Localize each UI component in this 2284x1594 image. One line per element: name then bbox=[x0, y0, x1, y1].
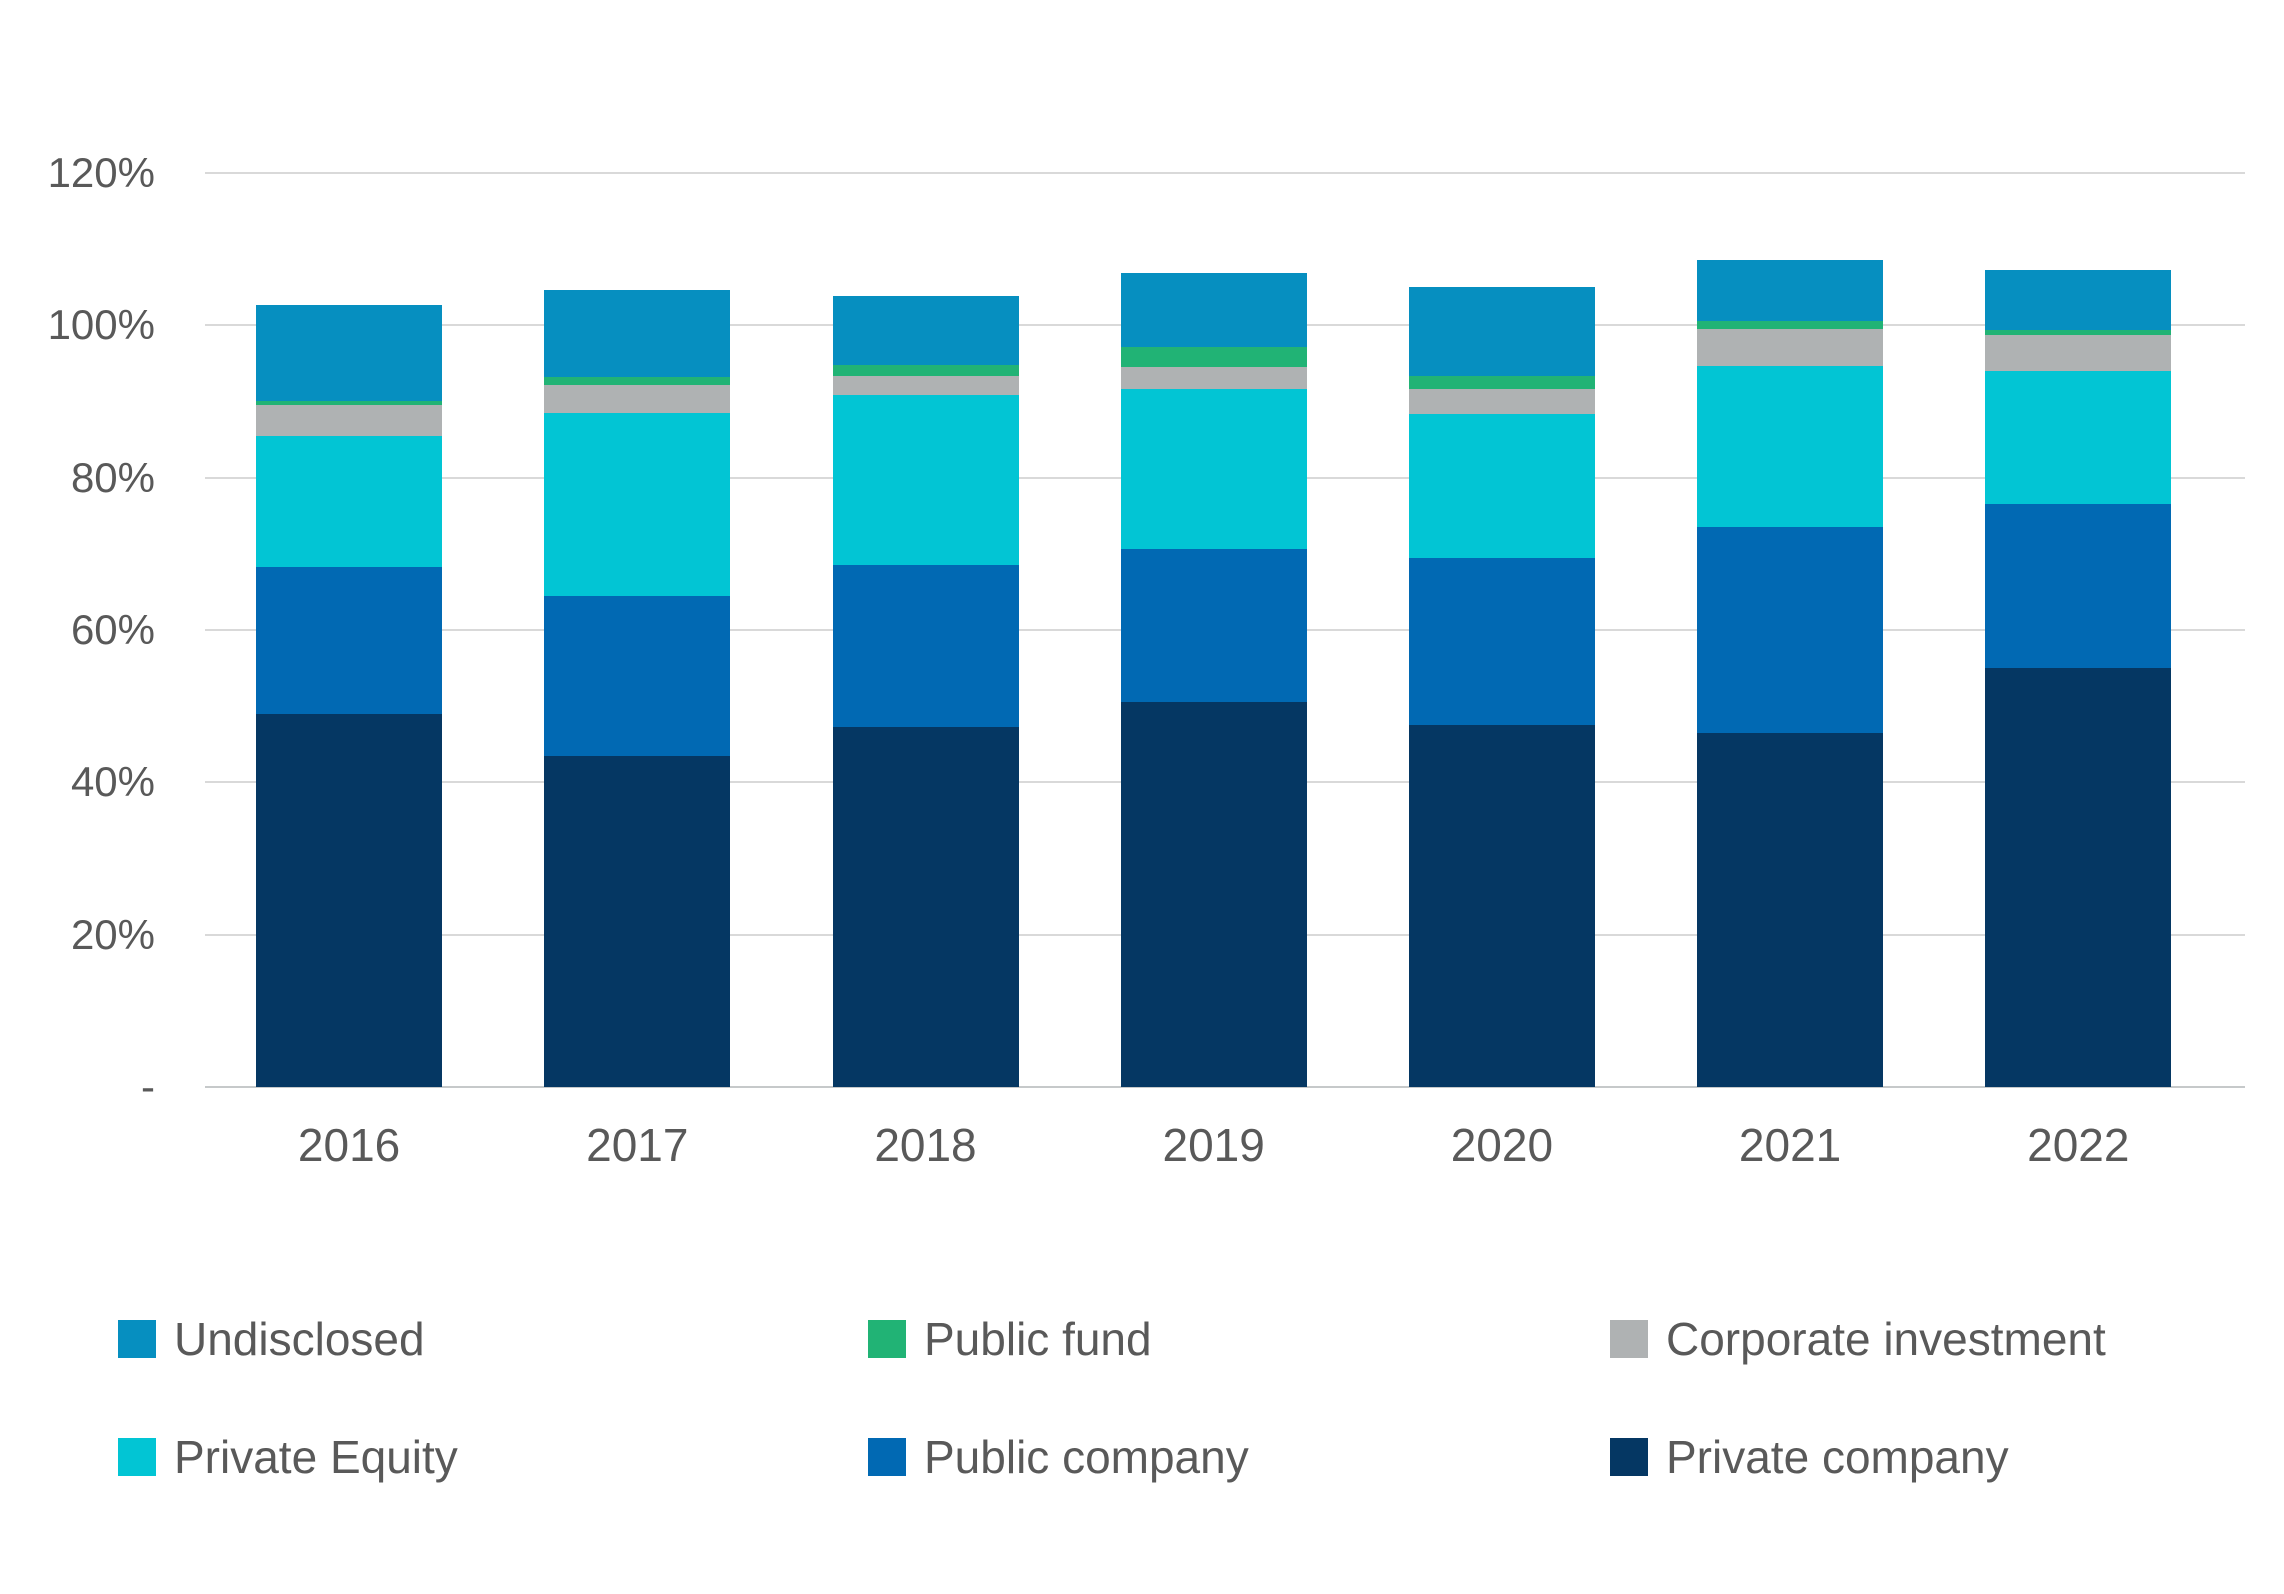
bar-segment-corporate-investment bbox=[1697, 329, 1884, 366]
legend-swatch-private-equity bbox=[118, 1438, 156, 1476]
bar-segment-private-equity bbox=[1697, 365, 1884, 528]
legend-label: Corporate investment bbox=[1666, 1313, 2106, 1365]
legend-item-undisclosed: Undisclosed bbox=[118, 1312, 425, 1366]
gridline bbox=[205, 172, 2245, 174]
bar-segment-corporate-investment bbox=[1985, 334, 2172, 372]
bar-segment-public-company bbox=[256, 566, 443, 714]
bar-segment-public-fund bbox=[1120, 347, 1307, 368]
bar-segment-corporate-investment bbox=[1408, 388, 1595, 415]
bar-segment-private-company bbox=[544, 755, 731, 1087]
bar-segment-public-fund bbox=[832, 364, 1019, 377]
bar-segment-undisclosed bbox=[1408, 286, 1595, 377]
bar-segment-undisclosed bbox=[1985, 269, 2172, 330]
legend-swatch-public-company bbox=[868, 1438, 906, 1476]
legend-label: Undisclosed bbox=[174, 1313, 425, 1365]
bar-segment-private-company bbox=[256, 713, 443, 1087]
x-axis-label-2021: 2021 bbox=[1738, 1119, 1842, 1171]
bar-2020 bbox=[1408, 286, 1595, 1087]
bar-2016 bbox=[256, 304, 443, 1087]
x-axis-label-2020: 2020 bbox=[1450, 1119, 1554, 1171]
bar-segment-public-company bbox=[1408, 557, 1595, 726]
bar-segment-private-equity bbox=[256, 435, 443, 567]
bar-segment-undisclosed bbox=[544, 289, 731, 378]
y-tick-label: 80% bbox=[70, 453, 155, 501]
bar-segment-private-company bbox=[1120, 701, 1307, 1087]
y-tick-label: 120% bbox=[47, 149, 155, 196]
y-tick-label: 20% bbox=[70, 910, 155, 958]
bar-segment-undisclosed bbox=[1120, 272, 1307, 348]
bar-segment-corporate-investment bbox=[1120, 367, 1307, 389]
bar-segment-public-fund bbox=[1985, 329, 2172, 335]
bar-segment-private-equity bbox=[1120, 388, 1307, 549]
legend-label: Private company bbox=[1666, 1431, 2009, 1483]
legend-label: Public fund bbox=[924, 1313, 1152, 1365]
legend-item-private-equity: Private Equity bbox=[118, 1430, 458, 1484]
legend-item-public-company: Public company bbox=[868, 1430, 1249, 1484]
bar-segment-private-company bbox=[1697, 732, 1884, 1087]
y-tick-label: - bbox=[141, 1063, 155, 1110]
bar-segment-public-company bbox=[832, 565, 1019, 727]
plot-area bbox=[205, 172, 2245, 1088]
legend-label: Public company bbox=[924, 1431, 1249, 1483]
x-axis-label-2019: 2019 bbox=[1162, 1119, 1265, 1171]
bar-segment-corporate-investment bbox=[256, 405, 443, 436]
y-tick-label: 60% bbox=[70, 606, 155, 653]
bar-segment-private-equity bbox=[1408, 414, 1595, 558]
bar-segment-private-company bbox=[1408, 725, 1595, 1087]
bar-segment-public-company bbox=[1985, 504, 2172, 669]
bar-2022 bbox=[1985, 269, 2172, 1087]
legend-swatch-undisclosed bbox=[118, 1320, 156, 1358]
bar-segment-private-equity bbox=[544, 412, 731, 596]
legend-label: Private Equity bbox=[174, 1431, 458, 1483]
legend-item-private-company: Private company bbox=[1610, 1430, 2009, 1484]
bar-segment-public-company bbox=[544, 595, 731, 756]
bar-2021 bbox=[1697, 259, 1884, 1087]
bar-segment-public-fund bbox=[1697, 320, 1884, 330]
bar-segment-private-company bbox=[1985, 668, 2172, 1087]
bar-segment-public-fund bbox=[544, 377, 731, 385]
x-axis-label-2022: 2022 bbox=[2027, 1119, 2130, 1171]
bar-segment-corporate-investment bbox=[544, 384, 731, 413]
legend-item-corporate-investment: Corporate investment bbox=[1610, 1312, 2106, 1366]
bar-segment-private-equity bbox=[832, 394, 1019, 566]
bar-2017 bbox=[544, 289, 731, 1087]
bar-segment-private-equity bbox=[1985, 371, 2172, 505]
x-axis-label-2016: 2016 bbox=[297, 1119, 401, 1171]
x-axis-label-2018: 2018 bbox=[874, 1119, 977, 1171]
y-tick-label: 40% bbox=[70, 758, 155, 806]
legend-item-public-fund: Public fund bbox=[868, 1312, 1152, 1366]
x-axis-label-2017: 2017 bbox=[586, 1119, 689, 1171]
bar-segment-undisclosed bbox=[832, 295, 1019, 365]
bar-segment-undisclosed bbox=[256, 304, 443, 401]
y-tick-label: 100% bbox=[47, 301, 155, 349]
bar-2018 bbox=[832, 295, 1019, 1087]
bar-2019 bbox=[1120, 272, 1307, 1087]
bar-segment-public-company bbox=[1120, 548, 1307, 702]
bar-segment-public-fund bbox=[256, 400, 443, 406]
bar-segment-corporate-investment bbox=[832, 376, 1019, 395]
legend-swatch-public-fund bbox=[868, 1320, 906, 1358]
gridline bbox=[205, 1086, 2245, 1088]
bar-segment-undisclosed bbox=[1697, 259, 1884, 321]
bar-segment-public-fund bbox=[1408, 376, 1595, 389]
legend-swatch-private-company bbox=[1610, 1438, 1648, 1476]
bar-segment-private-company bbox=[832, 726, 1019, 1087]
bar-segment-public-company bbox=[1697, 527, 1884, 733]
legend-swatch-corporate-investment bbox=[1610, 1320, 1648, 1358]
